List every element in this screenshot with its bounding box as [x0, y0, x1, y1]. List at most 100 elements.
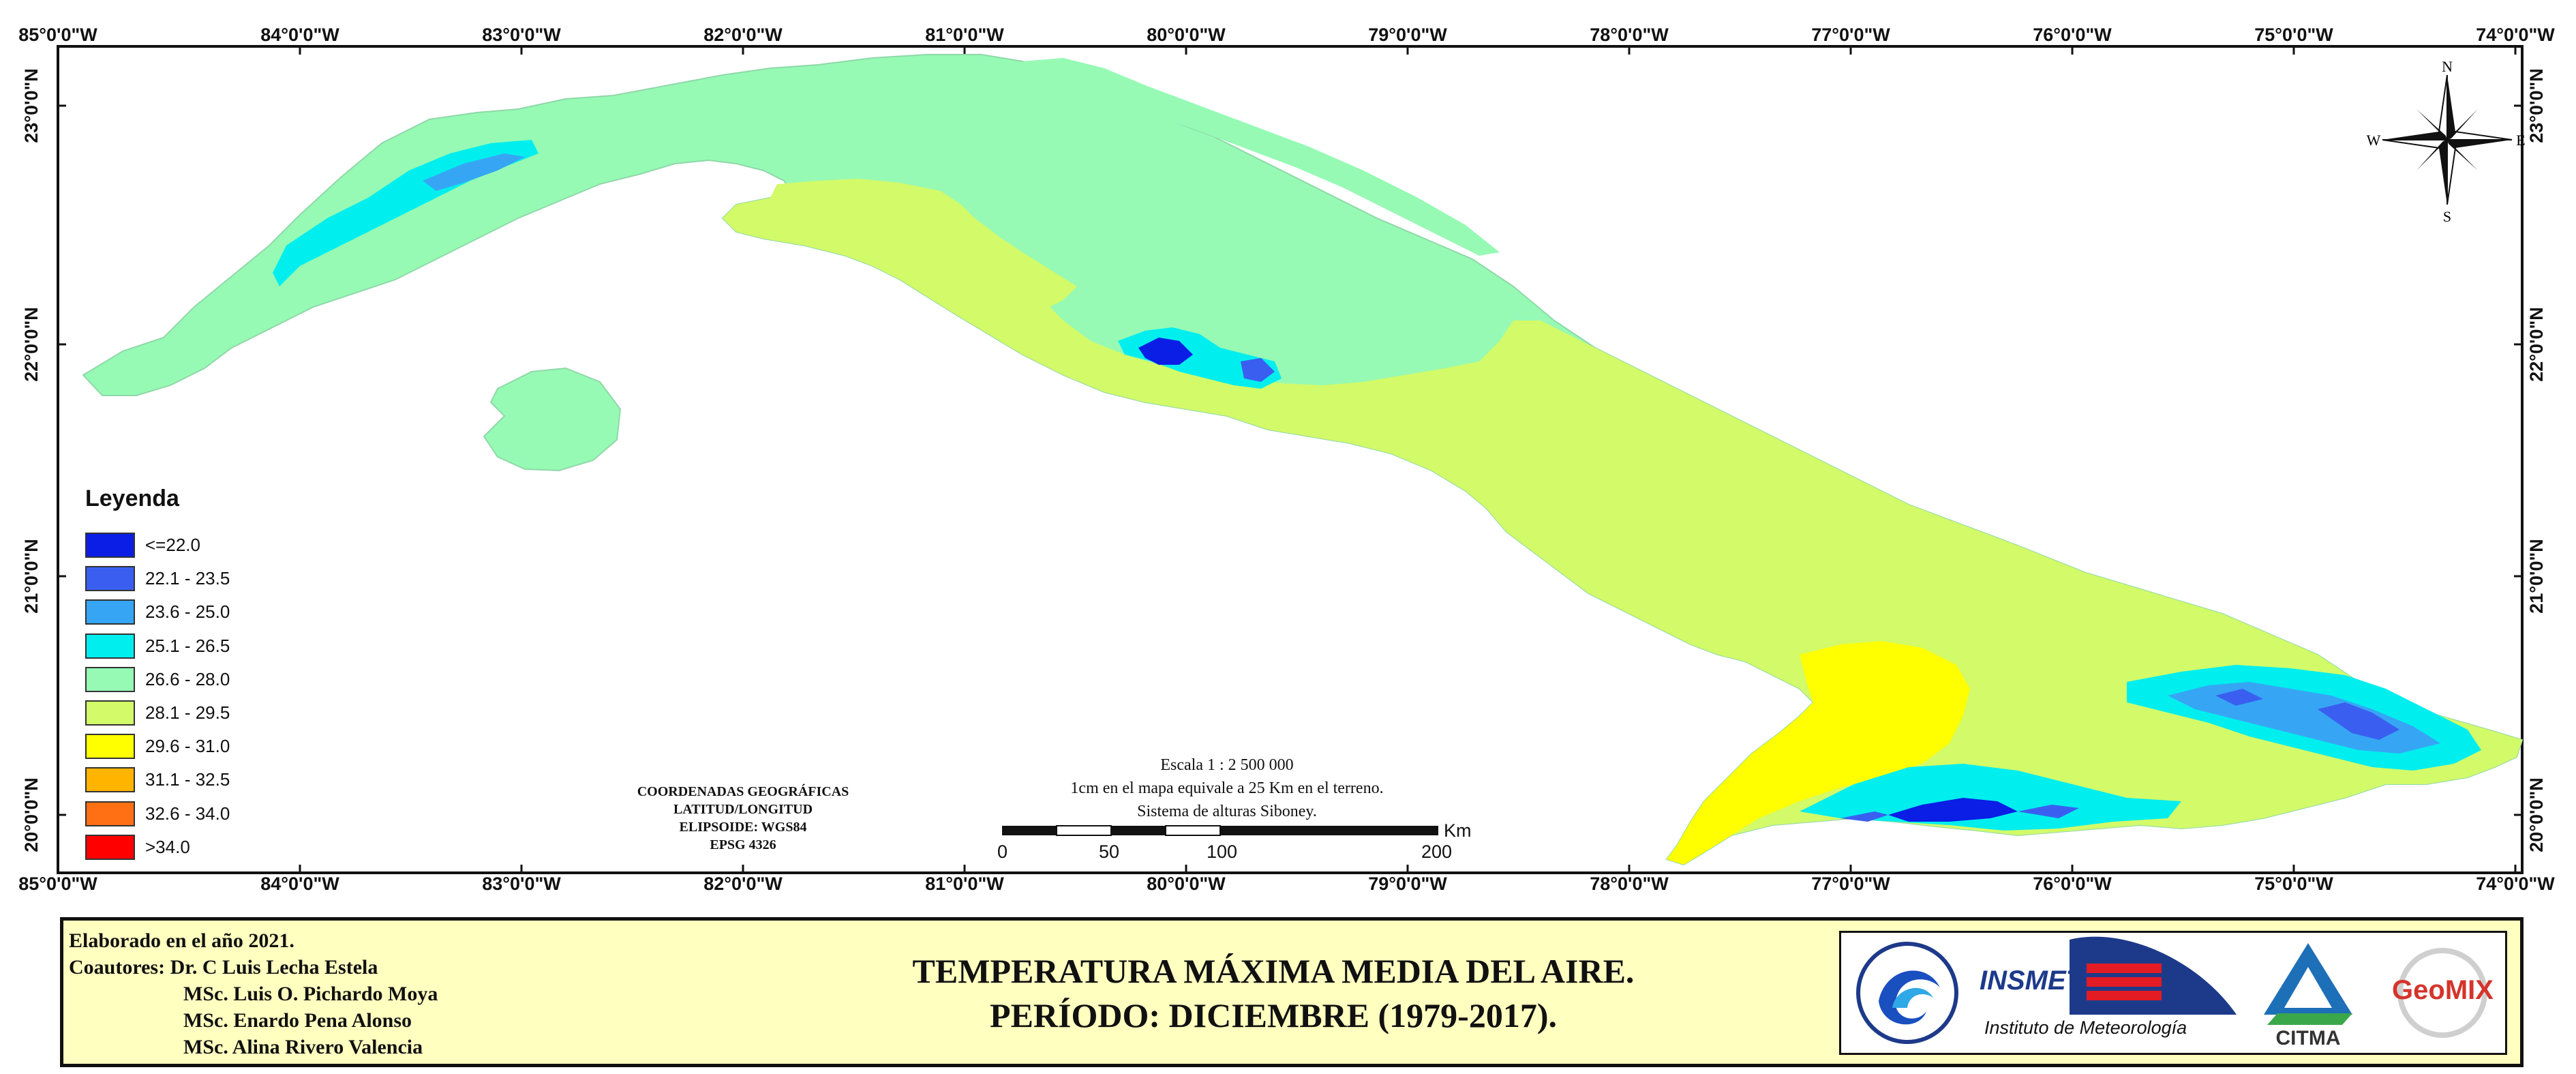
zone-28-29: [723, 179, 2522, 865]
compass-w: W: [2367, 132, 2381, 149]
lon-tick-bottom: 76°0'0"W: [2033, 874, 2112, 894]
sierra-maestra-core: [1888, 798, 2018, 822]
legend-swatch: [85, 599, 135, 625]
lon-tick-bottom: 84°0'0"W: [260, 874, 339, 894]
sierra-maestra-mid: [1840, 805, 2079, 822]
author-1: Dr. C Luis Lecha Estela: [170, 956, 378, 979]
legend-item: 22.1 - 23.5: [85, 562, 230, 595]
citma-name: CITMA: [2275, 1027, 2341, 1049]
legend-item: 25.1 - 26.5: [85, 629, 230, 663]
legend-swatch: [85, 566, 135, 592]
legend-item: 26.6 - 28.0: [85, 663, 230, 696]
legend-item: >34.0: [85, 831, 230, 864]
scale-line1: Escala 1 : 2 500 000: [1160, 756, 1294, 774]
scale-line2: 1cm en el mapa equivale a 25 Km en el te…: [1070, 779, 1384, 797]
guaniguanico-mid: [423, 153, 525, 191]
lon-tick-top: 84°0'0"W: [260, 25, 339, 45]
legend-label: 23.6 - 25.0: [145, 601, 230, 623]
lon-tick-top: 78°0'0"W: [1590, 25, 1669, 45]
escambray-core: [1138, 338, 1193, 365]
legend-label: 28.1 - 29.5: [145, 702, 230, 724]
lon-tick-bottom: 83°0'0"W: [482, 874, 561, 894]
insmet-emblem: [2070, 936, 2237, 1015]
credits: Elaborado en el año 2021. Coautores: Dr.…: [69, 927, 438, 1060]
scale-50: 50: [1099, 841, 1120, 862]
cayos-norte: [1022, 58, 1500, 256]
lat-tick-left: 23°0'0"N: [21, 68, 42, 143]
legend-swatch: [85, 801, 135, 826]
lon-tick-bottom: 74°0'0"W: [2476, 874, 2555, 894]
scale-bar: [1002, 825, 1438, 836]
lon-tick-bottom: 75°0'0"W: [2254, 874, 2333, 894]
legend: <=22.0 22.1 - 23.5 23.6 - 25.0 25.1 - 26.5 2…: [85, 528, 230, 864]
title-line1: TEMPERATURA MÁXIMA MEDIA DEL AIRE.: [912, 952, 1635, 990]
coords-line1: COORDENADAS GEOGRÁFICAS: [637, 784, 849, 799]
lon-tick-top: 85°0'0"W: [18, 25, 97, 45]
scale-200: 200: [1421, 841, 1453, 862]
legend-swatch: [85, 700, 135, 726]
legend-swatch: [85, 633, 135, 659]
lat-tick-right: 20°0'0"N: [2526, 777, 2547, 852]
geomix-name: GeoMIX: [2392, 975, 2494, 1005]
lon-tick-bottom: 79°0'0"W: [1368, 874, 1447, 894]
lon-tick-bottom: 82°0'0"W: [703, 874, 783, 894]
coords-line4: EPSG 4326: [710, 837, 776, 852]
lon-tick-top: 81°0'0"W: [925, 25, 1004, 45]
lon-tick-top: 76°0'0"W: [2033, 25, 2112, 45]
lon-tick-top: 83°0'0"W: [482, 25, 561, 45]
lon-tick-top: 74°0'0"W: [2476, 25, 2555, 45]
legend-label: 26.6 - 28.0: [145, 668, 230, 689]
legend-label: >34.0: [145, 836, 190, 857]
insmet-name: INSMET: [1980, 966, 2083, 996]
lat-tick-right: 22°0'0"N: [2526, 307, 2547, 382]
geomix-logo: GeoMIX: [2380, 933, 2506, 1053]
title-line2: PERÍODO: DICIEMBRE (1979-2017).: [990, 996, 1557, 1034]
legend-swatch: [85, 666, 135, 692]
compass-e: E: [2516, 132, 2525, 149]
coauthors-label: Coautores:: [69, 956, 166, 979]
legend-item: <=22.0: [85, 528, 230, 562]
scale-100: 100: [1207, 841, 1238, 862]
isla-de-la-juventud: [483, 367, 622, 472]
scale-0: 0: [997, 841, 1008, 862]
escambray-mid: [1241, 358, 1275, 382]
scale-line3: Sistema de alturas Siboney.: [1137, 803, 1317, 820]
footer-panel: Elaborado en el año 2021. Coautores: Dr.…: [60, 917, 2524, 1067]
legend-item: 29.6 - 31.0: [85, 730, 230, 763]
logos-panel: INSMET Instituto de Meteorología CITMA G…: [1839, 931, 2507, 1055]
citma-logo: CITMA: [2250, 933, 2366, 1053]
cuba-map: [82, 54, 2524, 866]
legend-label: 29.6 - 31.0: [145, 736, 230, 757]
lat-tick-left: 22°0'0"N: [21, 307, 42, 382]
lat-tick-right: 23°0'0"N: [2526, 68, 2547, 143]
legend-label: 31.1 - 32.5: [145, 769, 230, 790]
lon-tick-top: 79°0'0"W: [1368, 25, 1447, 45]
legend-item: 31.1 - 32.5: [85, 763, 230, 796]
elaborated-text: Elaborado en el año 2021.: [69, 929, 294, 952]
legend-title: Leyenda: [85, 486, 179, 511]
legend-item: 28.1 - 29.5: [85, 696, 230, 730]
geomix-emblem: [2397, 948, 2487, 1038]
compass-n: N: [2442, 58, 2453, 75]
graticule-ticks: 85°0'0"W 85°0'0"W 84°0'0"W 84°0'0"W 83°0'0"W…: [18, 25, 2555, 894]
legend-swatch: [85, 734, 135, 760]
author-4: MSc. Alina Rivero Valencia: [183, 1036, 423, 1058]
lon-tick-top: 77°0'0"W: [1811, 25, 1890, 45]
lon-tick-bottom: 77°0'0"W: [1811, 874, 1890, 894]
lon-tick-top: 80°0'0"W: [1147, 25, 1226, 45]
lon-tick-bottom: 81°0'0"W: [925, 874, 1004, 894]
municipal-meteo-logo: [1856, 942, 1958, 1044]
compass-rose: N S E W: [2367, 58, 2526, 225]
coords-line3: ELIPSOIDE: WGS84: [679, 820, 807, 835]
lon-tick-top: 75°0'0"W: [2254, 25, 2333, 45]
author-3: MSc. Enardo Pena Alonso: [183, 1009, 412, 1032]
legend-label: 32.6 - 34.0: [145, 803, 230, 824]
citma-emblem: [2264, 943, 2352, 1025]
scale-unit: Km: [1444, 820, 1472, 841]
legend-swatch: [85, 767, 135, 793]
eastern-mountains-core: [2215, 689, 2399, 740]
lon-tick-bottom: 80°0'0"W: [1147, 874, 1226, 894]
insmet-subtitle: Instituto de Meteorología: [1984, 1017, 2187, 1038]
lat-tick-right: 21°0'0"N: [2526, 539, 2547, 614]
